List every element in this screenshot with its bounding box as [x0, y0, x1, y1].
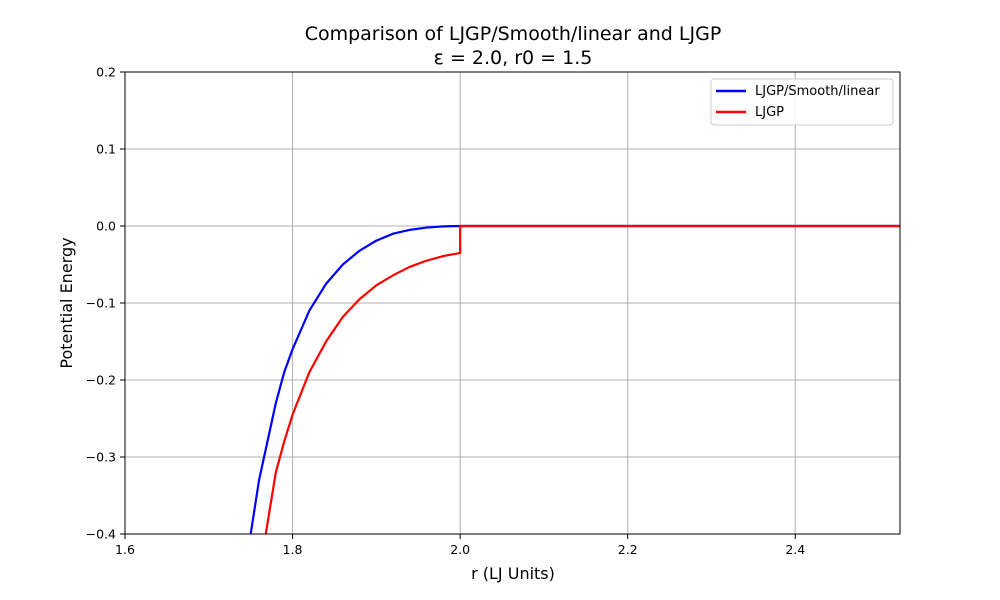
series-line-ljgp — [264, 224, 900, 534]
legend-box — [710, 78, 894, 126]
plot-area — [249, 224, 900, 534]
x-tick-label: 1.8 — [283, 542, 303, 557]
legend-label-ljgp: LJGP — [755, 105, 784, 120]
y-tick-label: 0.0 — [96, 219, 116, 234]
x-tick-label: 2.2 — [618, 542, 638, 557]
x-tick-label: 2.4 — [785, 542, 805, 557]
y-tick-label: −0.2 — [86, 373, 116, 388]
legend: LJGP/Smooth/linear LJGP — [710, 78, 894, 126]
y-tick-label: 0.1 — [96, 142, 116, 157]
y-tick-label: −0.3 — [86, 450, 116, 465]
x-tick-label: 1.6 — [115, 542, 135, 557]
chart-subtitle: ε = 2.0, r0 = 1.5 — [434, 47, 593, 69]
y-tick-label: −0.1 — [86, 296, 116, 311]
x-tick-label: 2.0 — [450, 542, 470, 557]
y-axis-label: Potential Energy — [57, 237, 76, 368]
axis-ticks: 1.6 1.8 2.0 2.2 2.4 0.2 0.1 0.0 −0.1 −0.2 −0.3 −0.4 — [86, 65, 806, 558]
chart-title: Comparison of LJGP/Smooth/linear and LJG… — [305, 23, 722, 45]
legend-label-smooth-linear: LJGP/Smooth/linear — [755, 84, 880, 99]
y-tick-label: 0.2 — [96, 65, 116, 80]
y-tick-label: −0.4 — [86, 527, 116, 542]
grid-lines — [124, 71, 900, 535]
x-axis-label: r (LJ Units) — [471, 564, 555, 583]
